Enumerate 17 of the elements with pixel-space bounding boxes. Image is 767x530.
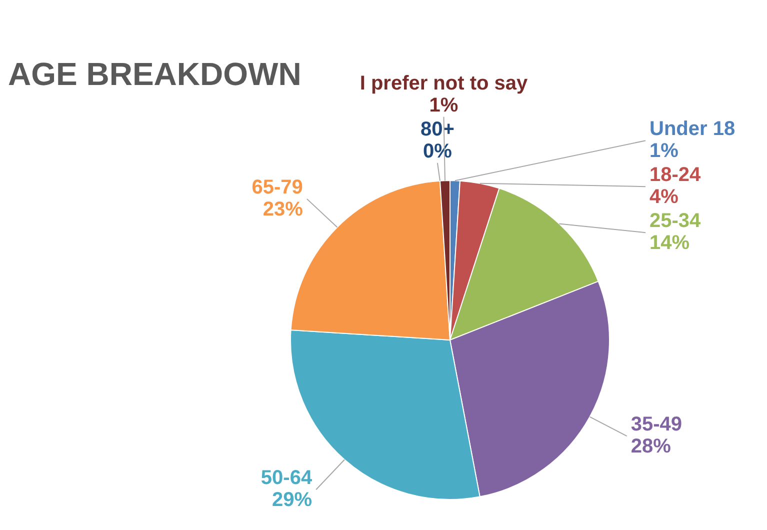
data-label: 23% [262,198,304,220]
chart-title: AGE BREAKDOWN [8,56,302,92]
slice-label: 18-24 [650,164,702,186]
slice-label: 25-34 [650,210,702,232]
text: 0% [423,140,452,162]
data-label: 1% [429,94,458,116]
category-label: 80+ [420,118,454,140]
slice-label: 50-64 [260,467,313,490]
slice-label: 65-79 [252,176,303,198]
data-label: 1% [650,140,679,162]
data-label: 28% [630,436,672,458]
slice-label: I prefer not to say [360,72,529,94]
data-label: 14% [650,232,690,254]
slice-label: Under 18 [650,118,736,140]
slice-label: 35-49 [630,414,682,436]
data-label: 29% [272,489,312,512]
data-label: 4% [650,186,679,208]
